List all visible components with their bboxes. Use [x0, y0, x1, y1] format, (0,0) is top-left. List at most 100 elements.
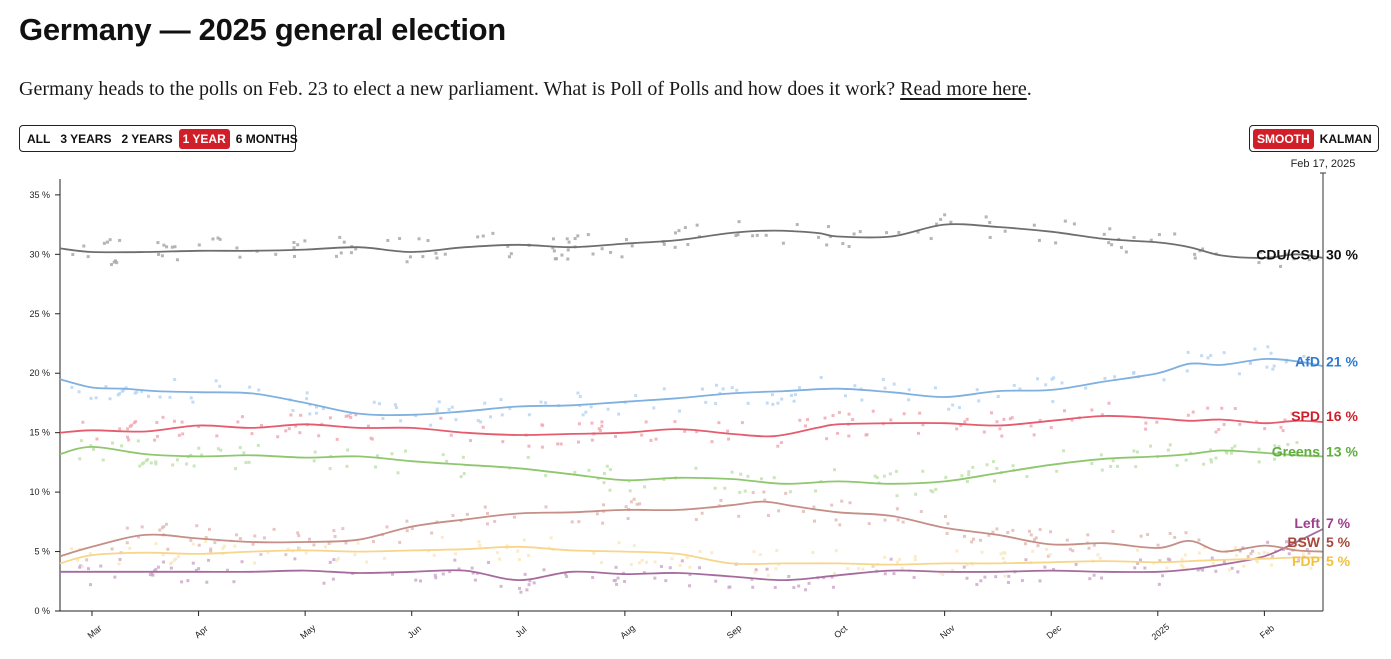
poll-dot — [597, 427, 601, 431]
poll-dot — [493, 519, 497, 523]
poll-dot — [321, 407, 325, 411]
poll-dot — [114, 259, 118, 263]
poll-dot — [581, 413, 585, 417]
poll-dot — [1249, 552, 1253, 556]
poll-dot — [549, 536, 553, 540]
poll-dot — [421, 255, 425, 259]
poll-dot — [946, 522, 950, 526]
poll-dot — [262, 536, 266, 540]
poll-dot — [907, 388, 911, 392]
poll-dot — [525, 588, 529, 592]
poll-dot — [1271, 367, 1275, 371]
poll-dot — [1003, 229, 1007, 233]
poll-dot — [577, 520, 581, 524]
range-3-years-button[interactable]: 3 YEARS — [60, 131, 112, 146]
poll-dot — [158, 395, 162, 399]
poll-dot — [677, 229, 681, 233]
poll-dot — [396, 471, 400, 475]
poll-dot — [286, 547, 290, 551]
poll-dot — [600, 247, 604, 251]
poll-dot — [289, 413, 293, 417]
poll-dot — [977, 399, 981, 403]
poll-dot — [304, 551, 308, 555]
poll-dot — [478, 543, 482, 547]
poll-dot — [1209, 448, 1213, 452]
poll-dot — [336, 556, 340, 560]
poll-dot — [222, 544, 226, 548]
poll-dot — [108, 397, 112, 401]
poll-dot — [327, 541, 331, 545]
poll-dot — [616, 576, 620, 580]
poll-dot — [153, 438, 157, 442]
poll-dot — [1002, 417, 1006, 421]
poll-dot — [450, 405, 454, 409]
poll-dot — [214, 379, 218, 383]
poll-dot — [374, 465, 378, 469]
poll-dot — [204, 536, 208, 540]
date-cursor[interactable]: Feb 17, 2025 — [1291, 158, 1356, 611]
poll-dot — [120, 444, 124, 448]
poll-dot — [1233, 444, 1237, 448]
poll-dot — [353, 553, 357, 557]
x-tick-label: Oct — [832, 623, 850, 640]
end-label-name: AfD — [1295, 353, 1320, 369]
poll-dot — [1282, 548, 1286, 552]
poll-dot — [1092, 543, 1096, 547]
poll-dot — [155, 420, 159, 424]
poll-dot — [253, 561, 257, 565]
poll-dot — [505, 544, 509, 548]
poll-dot — [776, 401, 780, 405]
poll-dot — [628, 489, 632, 493]
poll-dot — [929, 237, 933, 241]
range-1-year-button[interactable]: 1 YEAR — [178, 128, 230, 149]
poll-dot — [970, 540, 974, 544]
poll-dot — [272, 527, 276, 531]
read-more-link[interactable]: Read more here — [900, 78, 1027, 100]
poll-dot — [89, 396, 93, 400]
poll-dot — [556, 442, 560, 446]
poll-dot — [753, 570, 757, 574]
poll-dot — [1166, 448, 1170, 452]
poll-dot — [1144, 421, 1148, 425]
poll-dot — [1266, 540, 1270, 544]
poll-dot — [1236, 570, 1240, 574]
poll-dot — [806, 418, 810, 422]
poll-dot — [476, 235, 480, 239]
mode-smooth-button[interactable]: SMOOTH — [1253, 128, 1314, 149]
poll-dot — [637, 561, 641, 565]
poll-dot — [1136, 450, 1140, 454]
range-all-button[interactable]: ALL — [27, 131, 51, 146]
poll-dot — [314, 405, 318, 409]
poll-dot — [122, 388, 126, 392]
range-6-months-button[interactable]: 6 MONTHS — [235, 131, 298, 146]
poll-dot — [634, 394, 638, 398]
poll-dot — [1099, 453, 1103, 457]
poll-dot — [590, 438, 594, 442]
poll-dot — [335, 437, 339, 441]
poll-dot — [1052, 376, 1056, 380]
poll-dot — [739, 472, 743, 476]
poll-dot — [1220, 406, 1224, 410]
poll-dot — [211, 237, 215, 241]
poll-dot — [996, 395, 1000, 399]
poll-dot — [1025, 475, 1029, 479]
poll-dot — [943, 515, 947, 519]
poll-dot — [470, 566, 474, 570]
poll-dot — [1297, 558, 1301, 562]
poll-dot — [552, 249, 556, 253]
poll-dot — [587, 468, 591, 472]
poll-dot — [1070, 418, 1074, 422]
poll-dot — [126, 435, 130, 439]
range-2-years-button[interactable]: 2 YEARS — [121, 131, 173, 146]
poll-dot — [840, 499, 844, 503]
poll-dot — [209, 547, 213, 551]
mode-kalman-button[interactable]: KALMAN — [1319, 131, 1372, 146]
poll-dot — [410, 527, 414, 531]
poll-dot — [238, 255, 242, 259]
poll-dot — [486, 560, 490, 564]
poll-dot — [150, 573, 154, 577]
poll-dot — [92, 447, 96, 451]
poll-dot — [1132, 236, 1136, 240]
poll-dot — [1300, 543, 1304, 547]
x-tick-label: Aug — [618, 623, 637, 641]
